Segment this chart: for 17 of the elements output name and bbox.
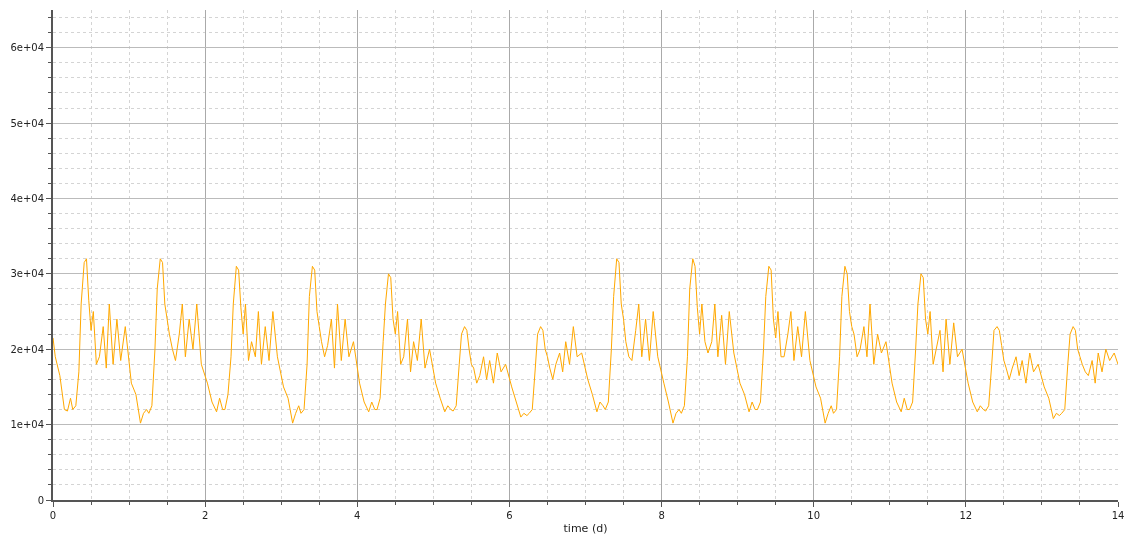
y-tick-label: 6e+04: [10, 42, 44, 54]
x-tick-label: 2: [201, 510, 209, 521]
x-axis-title: time (d): [563, 521, 608, 535]
y-tick-label: 3e+04: [10, 268, 44, 280]
y-tick-label: 2e+04: [10, 343, 44, 355]
y-tick-label: 4e+04: [10, 192, 44, 204]
y-tick-label: 1e+04: [10, 419, 44, 431]
x-tick-label: 10: [807, 510, 821, 521]
x-tick-label: 6: [506, 510, 513, 521]
x-tick-label: 4: [354, 510, 361, 521]
x-tick-label: 0: [49, 510, 57, 521]
x-tick-label: 8: [658, 510, 665, 521]
line-series: [53, 258, 1118, 424]
x-tick-label: 14: [1111, 510, 1125, 521]
y-tick-label: 0: [37, 494, 44, 506]
y-tick-label: 5e+04: [10, 117, 44, 129]
x-tick-label: 12: [959, 510, 973, 521]
